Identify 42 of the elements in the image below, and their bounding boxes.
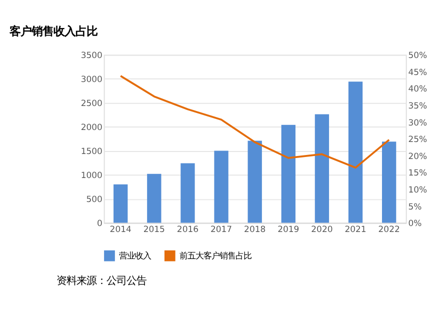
y-tick-label: 1000: [80, 171, 102, 182]
x-tick-label: 2020: [311, 224, 333, 235]
y2-tick-label: 50%: [408, 51, 428, 62]
bar: [281, 124, 296, 223]
chart-title: 客户销售收入占比: [8, 24, 98, 38]
text: 资料来源：公司公告: [56, 275, 147, 288]
x-tick-label: 2018: [244, 224, 266, 235]
y-tick-label: 2000: [80, 123, 102, 134]
bar: [314, 114, 330, 223]
bar: [382, 142, 396, 223]
y2-tick-label: 40%: [408, 84, 428, 95]
legend-label: 前五大客户销售占比: [179, 252, 252, 262]
y-tick-label: 3500: [80, 51, 102, 62]
y2-tick-label: 30%: [408, 118, 428, 128]
x-tick-label: 2022: [378, 224, 400, 235]
y2-tick-label: 35%: [408, 101, 428, 112]
bar: [214, 150, 228, 223]
x-tick-label: 2016: [176, 224, 199, 235]
y2-tick-label: 45%: [408, 68, 428, 78]
x-tick-label: 2017: [210, 224, 232, 235]
x-tick-label: 2015: [143, 224, 165, 235]
y-tick-label: 1500: [80, 147, 102, 158]
y2-tick-label: 15%: [408, 168, 428, 179]
x-tick-label: 2014: [110, 224, 132, 235]
y2-tick-label: 10%: [408, 185, 428, 196]
x-tick-label: 2021: [344, 224, 366, 235]
legend-label: 营业收入: [118, 252, 151, 262]
bar: [348, 82, 363, 223]
bar: [114, 184, 128, 223]
bar: [180, 163, 195, 223]
y2-tick-label: 5%: [408, 202, 422, 212]
y-tick-label: 0: [97, 219, 102, 230]
y2-tick-label: 25%: [408, 135, 428, 146]
y-tick-label: 2500: [80, 99, 102, 110]
x-tick-label: 2019: [278, 224, 300, 235]
y2-tick-label: 20%: [408, 152, 428, 162]
bar: [147, 174, 162, 223]
line-series: [120, 75, 390, 169]
bar: [248, 140, 262, 223]
y2-tick-label: 0%: [408, 219, 422, 230]
y-tick-label: 3000: [80, 75, 102, 86]
y-tick-label: 500: [86, 195, 102, 206]
